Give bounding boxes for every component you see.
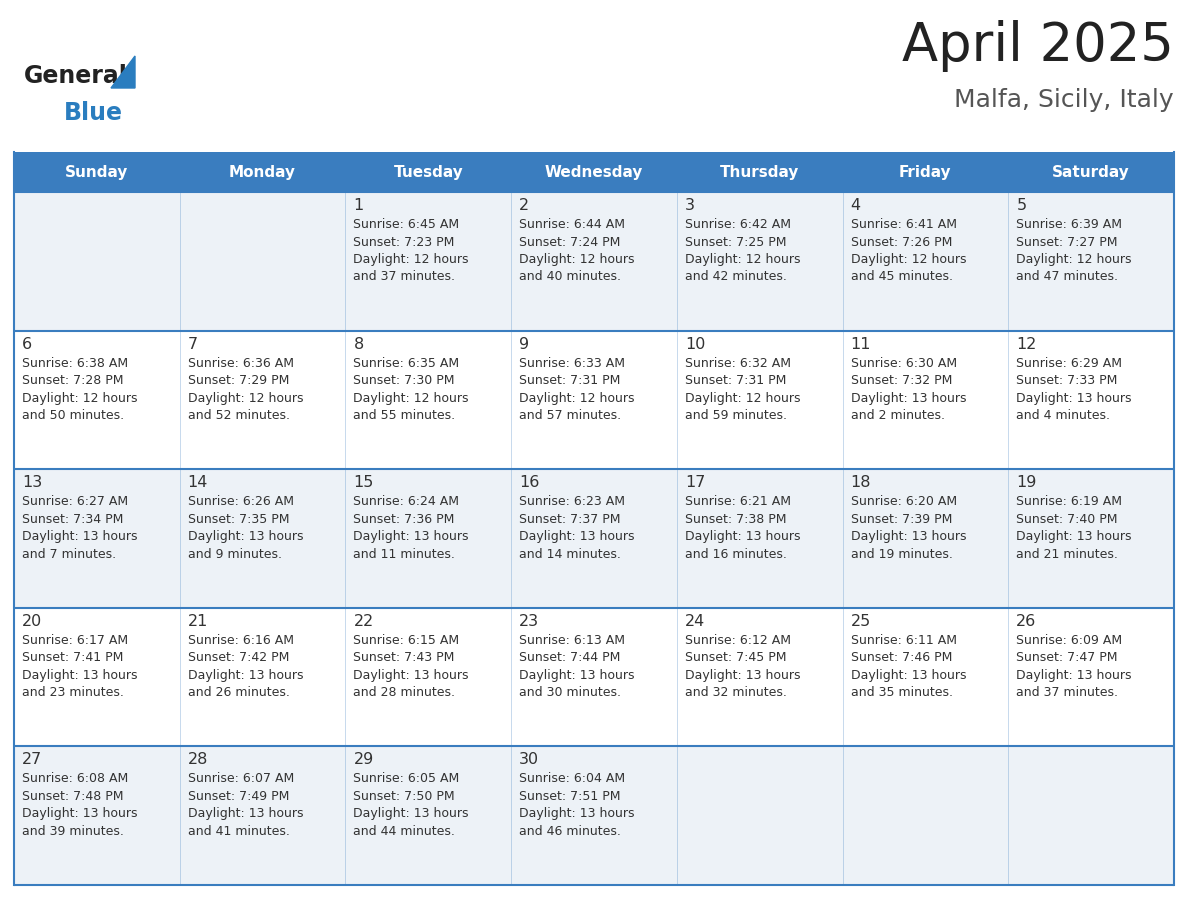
Text: Sunrise: 6:39 AM
Sunset: 7:27 PM
Daylight: 12 hours
and 47 minutes.: Sunrise: 6:39 AM Sunset: 7:27 PM Dayligh… (1016, 218, 1132, 284)
Text: 11: 11 (851, 337, 871, 352)
Text: 5: 5 (1016, 198, 1026, 213)
Bar (14, 608, 1174, 746)
Text: Wednesday: Wednesday (545, 164, 643, 180)
Text: 10: 10 (684, 337, 706, 352)
Text: Sunrise: 6:41 AM
Sunset: 7:26 PM
Daylight: 12 hours
and 45 minutes.: Sunrise: 6:41 AM Sunset: 7:26 PM Dayligh… (851, 218, 966, 284)
Text: Saturday: Saturday (1053, 164, 1130, 180)
Text: 30: 30 (519, 753, 539, 767)
Text: Thursday: Thursday (720, 164, 800, 180)
Text: 20: 20 (23, 614, 43, 629)
Text: Sunrise: 6:23 AM
Sunset: 7:37 PM
Daylight: 13 hours
and 14 minutes.: Sunrise: 6:23 AM Sunset: 7:37 PM Dayligh… (519, 495, 634, 561)
Text: Sunrise: 6:11 AM
Sunset: 7:46 PM
Daylight: 13 hours
and 35 minutes.: Sunrise: 6:11 AM Sunset: 7:46 PM Dayligh… (851, 633, 966, 700)
Text: Sunrise: 6:09 AM
Sunset: 7:47 PM
Daylight: 13 hours
and 37 minutes.: Sunrise: 6:09 AM Sunset: 7:47 PM Dayligh… (1016, 633, 1132, 700)
Text: 29: 29 (353, 753, 374, 767)
Text: Sunrise: 6:13 AM
Sunset: 7:44 PM
Daylight: 13 hours
and 30 minutes.: Sunrise: 6:13 AM Sunset: 7:44 PM Dayligh… (519, 633, 634, 700)
Polygon shape (110, 56, 135, 88)
Text: 8: 8 (353, 337, 364, 352)
Text: 1: 1 (353, 198, 364, 213)
Text: 13: 13 (23, 476, 43, 490)
Text: Sunrise: 6:35 AM
Sunset: 7:30 PM
Daylight: 12 hours
and 55 minutes.: Sunrise: 6:35 AM Sunset: 7:30 PM Dayligh… (353, 356, 469, 422)
Text: 16: 16 (519, 476, 539, 490)
Text: Sunrise: 6:33 AM
Sunset: 7:31 PM
Daylight: 12 hours
and 57 minutes.: Sunrise: 6:33 AM Sunset: 7:31 PM Dayligh… (519, 356, 634, 422)
Text: Sunrise: 6:20 AM
Sunset: 7:39 PM
Daylight: 13 hours
and 19 minutes.: Sunrise: 6:20 AM Sunset: 7:39 PM Dayligh… (851, 495, 966, 561)
Text: Sunrise: 6:30 AM
Sunset: 7:32 PM
Daylight: 13 hours
and 2 minutes.: Sunrise: 6:30 AM Sunset: 7:32 PM Dayligh… (851, 356, 966, 422)
Text: 6: 6 (23, 337, 32, 352)
Text: Sunrise: 6:29 AM
Sunset: 7:33 PM
Daylight: 13 hours
and 4 minutes.: Sunrise: 6:29 AM Sunset: 7:33 PM Dayligh… (1016, 356, 1132, 422)
Text: Friday: Friday (899, 164, 952, 180)
Text: Sunrise: 6:19 AM
Sunset: 7:40 PM
Daylight: 13 hours
and 21 minutes.: Sunrise: 6:19 AM Sunset: 7:40 PM Dayligh… (1016, 495, 1132, 561)
Text: 15: 15 (353, 476, 374, 490)
Text: Sunrise: 6:07 AM
Sunset: 7:49 PM
Daylight: 13 hours
and 41 minutes.: Sunrise: 6:07 AM Sunset: 7:49 PM Dayligh… (188, 772, 303, 838)
Text: 24: 24 (684, 614, 706, 629)
Text: Sunrise: 6:24 AM
Sunset: 7:36 PM
Daylight: 13 hours
and 11 minutes.: Sunrise: 6:24 AM Sunset: 7:36 PM Dayligh… (353, 495, 469, 561)
Text: Sunrise: 6:15 AM
Sunset: 7:43 PM
Daylight: 13 hours
and 28 minutes.: Sunrise: 6:15 AM Sunset: 7:43 PM Dayligh… (353, 633, 469, 700)
Text: Sunrise: 6:36 AM
Sunset: 7:29 PM
Daylight: 12 hours
and 52 minutes.: Sunrise: 6:36 AM Sunset: 7:29 PM Dayligh… (188, 356, 303, 422)
Text: Sunrise: 6:17 AM
Sunset: 7:41 PM
Daylight: 13 hours
and 23 minutes.: Sunrise: 6:17 AM Sunset: 7:41 PM Dayligh… (23, 633, 138, 700)
Text: Monday: Monday (229, 164, 296, 180)
Text: Sunrise: 6:44 AM
Sunset: 7:24 PM
Daylight: 12 hours
and 40 minutes.: Sunrise: 6:44 AM Sunset: 7:24 PM Dayligh… (519, 218, 634, 284)
Text: 9: 9 (519, 337, 530, 352)
Text: 18: 18 (851, 476, 871, 490)
Text: 28: 28 (188, 753, 208, 767)
Bar (14, 746, 1174, 885)
Text: Sunrise: 6:38 AM
Sunset: 7:28 PM
Daylight: 12 hours
and 50 minutes.: Sunrise: 6:38 AM Sunset: 7:28 PM Dayligh… (23, 356, 138, 422)
Text: Sunrise: 6:26 AM
Sunset: 7:35 PM
Daylight: 13 hours
and 9 minutes.: Sunrise: 6:26 AM Sunset: 7:35 PM Dayligh… (188, 495, 303, 561)
Text: 7: 7 (188, 337, 198, 352)
Text: Sunrise: 6:08 AM
Sunset: 7:48 PM
Daylight: 13 hours
and 39 minutes.: Sunrise: 6:08 AM Sunset: 7:48 PM Dayligh… (23, 772, 138, 838)
Text: Sunrise: 6:42 AM
Sunset: 7:25 PM
Daylight: 12 hours
and 42 minutes.: Sunrise: 6:42 AM Sunset: 7:25 PM Dayligh… (684, 218, 801, 284)
Text: 12: 12 (1016, 337, 1037, 352)
Text: Sunrise: 6:12 AM
Sunset: 7:45 PM
Daylight: 13 hours
and 32 minutes.: Sunrise: 6:12 AM Sunset: 7:45 PM Dayligh… (684, 633, 801, 700)
Text: 26: 26 (1016, 614, 1037, 629)
Text: 19: 19 (1016, 476, 1037, 490)
Text: Blue: Blue (64, 101, 124, 125)
Text: 22: 22 (353, 614, 374, 629)
Bar (14, 192, 1174, 330)
Text: 25: 25 (851, 614, 871, 629)
Bar (14, 152, 1174, 192)
Text: Sunrise: 6:45 AM
Sunset: 7:23 PM
Daylight: 12 hours
and 37 minutes.: Sunrise: 6:45 AM Sunset: 7:23 PM Dayligh… (353, 218, 469, 284)
Text: 23: 23 (519, 614, 539, 629)
Text: Sunrise: 6:27 AM
Sunset: 7:34 PM
Daylight: 13 hours
and 7 minutes.: Sunrise: 6:27 AM Sunset: 7:34 PM Dayligh… (23, 495, 138, 561)
Bar (14, 330, 1174, 469)
Text: Sunday: Sunday (65, 164, 128, 180)
Text: Sunrise: 6:05 AM
Sunset: 7:50 PM
Daylight: 13 hours
and 44 minutes.: Sunrise: 6:05 AM Sunset: 7:50 PM Dayligh… (353, 772, 469, 838)
Text: 21: 21 (188, 614, 208, 629)
Text: Sunrise: 6:32 AM
Sunset: 7:31 PM
Daylight: 12 hours
and 59 minutes.: Sunrise: 6:32 AM Sunset: 7:31 PM Dayligh… (684, 356, 801, 422)
Text: 3: 3 (684, 198, 695, 213)
Text: Sunrise: 6:21 AM
Sunset: 7:38 PM
Daylight: 13 hours
and 16 minutes.: Sunrise: 6:21 AM Sunset: 7:38 PM Dayligh… (684, 495, 801, 561)
Text: 17: 17 (684, 476, 706, 490)
Text: General: General (24, 64, 128, 88)
Text: 27: 27 (23, 753, 43, 767)
Bar (14, 469, 1174, 608)
Text: Sunrise: 6:16 AM
Sunset: 7:42 PM
Daylight: 13 hours
and 26 minutes.: Sunrise: 6:16 AM Sunset: 7:42 PM Dayligh… (188, 633, 303, 700)
Text: 14: 14 (188, 476, 208, 490)
Text: Malfa, Sicily, Italy: Malfa, Sicily, Italy (954, 88, 1174, 112)
Text: 4: 4 (851, 198, 860, 213)
Text: 2: 2 (519, 198, 530, 213)
Text: April 2025: April 2025 (902, 20, 1174, 72)
Text: Sunrise: 6:04 AM
Sunset: 7:51 PM
Daylight: 13 hours
and 46 minutes.: Sunrise: 6:04 AM Sunset: 7:51 PM Dayligh… (519, 772, 634, 838)
Text: Tuesday: Tuesday (393, 164, 463, 180)
